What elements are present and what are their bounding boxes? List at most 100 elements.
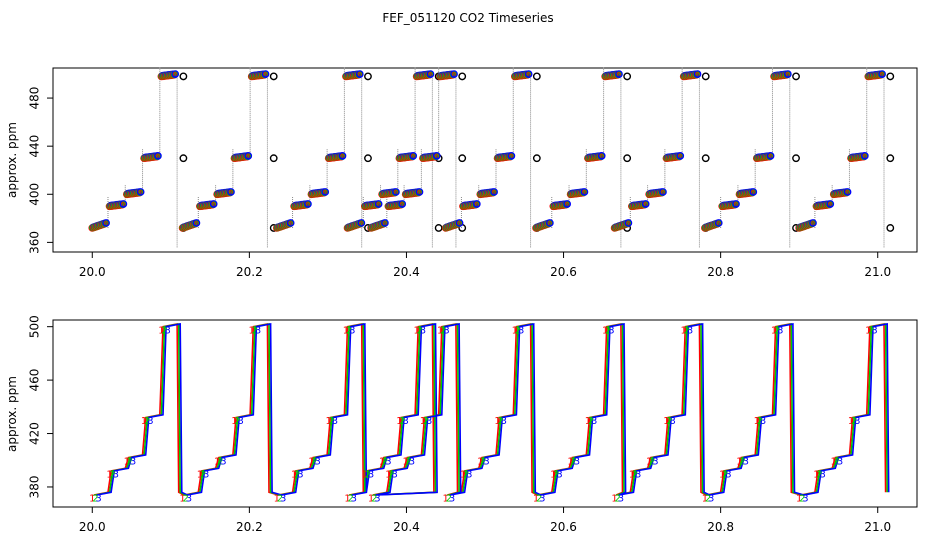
x-tick-label: 20.6	[550, 520, 577, 534]
point-label: 3	[297, 470, 303, 481]
data-point-black	[701, 72, 710, 81]
x-tick-label: 20.4	[393, 520, 420, 534]
data-point-blue	[154, 152, 162, 160]
point-label: 2	[705, 494, 711, 505]
data-point-blue	[546, 219, 554, 227]
data-point-blue	[843, 188, 852, 196]
data-point-black	[458, 154, 467, 163]
point-label: 2	[399, 416, 405, 427]
point-label: 1	[494, 416, 500, 427]
y-tick-label: 380	[28, 476, 42, 499]
data-point-blue	[286, 219, 295, 227]
y-tick-label: 460	[28, 369, 42, 392]
point-label: 1	[124, 456, 130, 467]
point-label: 2	[816, 470, 822, 481]
point-label: 1	[646, 456, 652, 467]
data-point-blue	[338, 152, 347, 160]
data-point-blue	[659, 188, 667, 196]
data-point-blue	[409, 152, 418, 160]
data-point-blue	[244, 152, 253, 160]
point-label: 2	[144, 416, 150, 427]
bottom-plot-frame	[52, 319, 918, 508]
x-tick-label: 20.4	[393, 265, 420, 279]
point-label: 2	[834, 456, 840, 467]
point-label: 2	[183, 494, 189, 505]
data-point-blue	[597, 152, 606, 160]
data-point-black	[179, 72, 188, 81]
point-label: 3	[130, 456, 136, 467]
point-label: 2	[371, 494, 377, 505]
data-point-blue	[355, 70, 364, 78]
data-point-black	[179, 154, 188, 163]
point-label: 2	[463, 470, 469, 481]
data-point-blue	[392, 188, 400, 196]
point-label: 2	[666, 416, 672, 427]
data-point-blue	[119, 200, 128, 208]
data-point-black	[886, 72, 895, 81]
data-point-black	[792, 72, 800, 81]
point-label: 2	[329, 416, 335, 427]
point-label: 1	[231, 416, 237, 427]
point-label: 3	[220, 456, 226, 467]
point-label: 2	[515, 325, 521, 336]
point-label: 3	[332, 416, 338, 427]
x-tick-label: 21.0	[864, 265, 891, 279]
data-point-black	[532, 72, 541, 81]
data-point-black	[532, 154, 541, 163]
point-label: 1	[343, 325, 349, 336]
data-point-blue	[450, 70, 458, 78]
point-label: 1	[629, 470, 635, 481]
top-y-axis-label: approx. ppm	[5, 122, 19, 198]
x-tick-label: 20.8	[707, 265, 734, 279]
point-label: 1	[326, 416, 332, 427]
bottom-y-axis: 380 420 460 500	[28, 315, 53, 499]
point-label: 3	[95, 494, 101, 505]
point-label: 2	[234, 416, 240, 427]
top-y-axis: 360 400 440 480	[28, 87, 53, 254]
point-label: 2	[799, 494, 805, 505]
point-label: 1	[379, 456, 385, 467]
point-label: 3	[725, 470, 731, 481]
point-label: 2	[346, 325, 352, 336]
point-label: 2	[605, 325, 611, 336]
point-label: 1	[813, 470, 819, 481]
data-point-black	[701, 154, 710, 163]
point-label: 1	[368, 494, 374, 505]
point-label: 2	[365, 470, 371, 481]
data-point-blue	[136, 188, 145, 196]
data-point-blue	[580, 188, 589, 196]
data-point-blue	[784, 70, 792, 78]
point-label: 3	[147, 416, 153, 427]
data-point-blue	[426, 70, 435, 78]
point-label: 3	[349, 325, 355, 336]
point-label: 2	[347, 494, 353, 505]
point-label: 1	[611, 494, 617, 505]
point-label: 1	[344, 494, 350, 505]
point-label: 2	[217, 456, 223, 467]
point-label: 3	[777, 325, 783, 336]
point-label: 3	[466, 470, 472, 481]
data-point-black	[623, 72, 632, 81]
point-label: 2	[632, 470, 638, 481]
point-label: 2	[739, 456, 745, 467]
point-label: 1	[848, 416, 854, 427]
data-point-blue	[507, 152, 516, 160]
point-label: 3	[760, 416, 766, 427]
point-label: 1	[550, 470, 556, 481]
point-label: 3	[670, 416, 676, 427]
data-point-blue	[415, 188, 424, 196]
point-label: 1	[274, 494, 280, 505]
data-point-black	[886, 154, 895, 163]
point-label: 2	[417, 325, 423, 336]
point-label: 3	[186, 494, 192, 505]
data-point-blue	[860, 152, 869, 160]
point-label: 1	[197, 470, 203, 481]
point-label: 2	[161, 325, 167, 336]
point-label: 1	[385, 470, 391, 481]
point-label: 3	[374, 494, 380, 505]
y-tick-label: 480	[28, 87, 42, 110]
data-point-blue	[171, 70, 180, 78]
point-label: 3	[854, 416, 860, 427]
point-label: 3	[402, 416, 408, 427]
point-label: 3	[280, 494, 286, 505]
